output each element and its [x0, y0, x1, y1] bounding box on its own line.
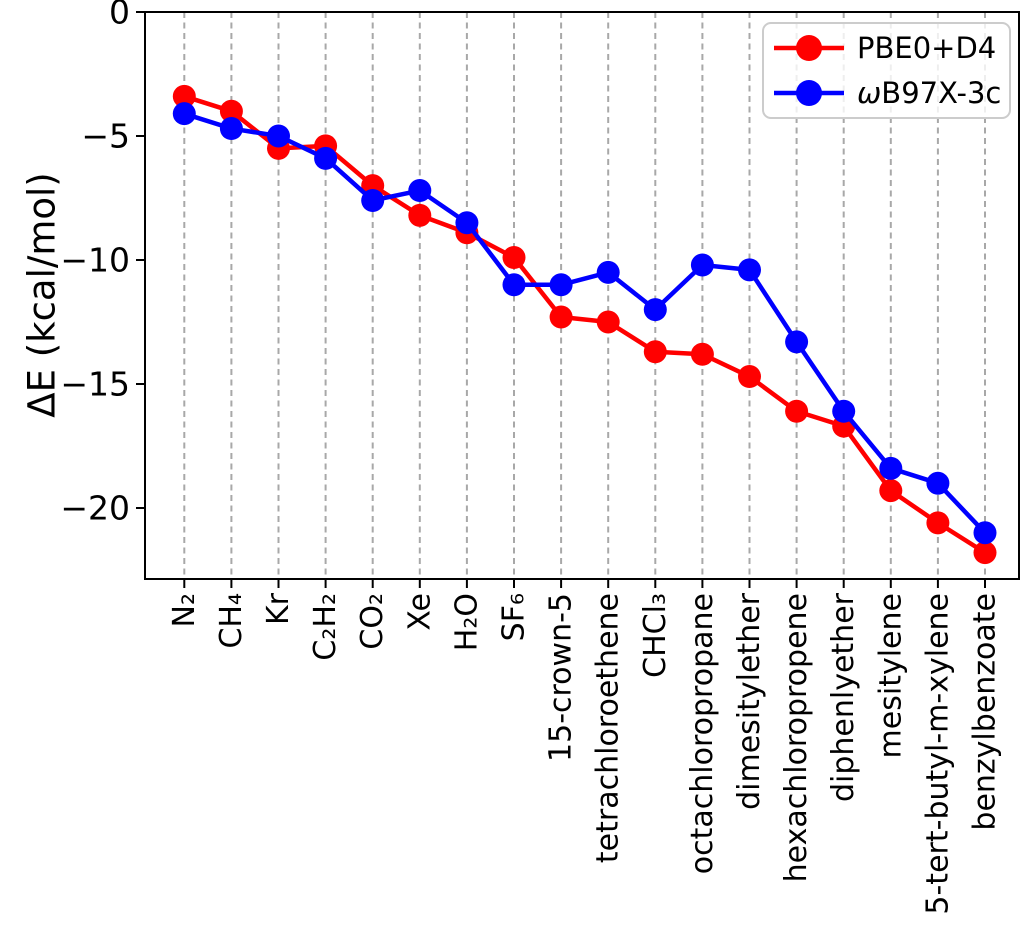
data-point	[172, 84, 196, 108]
y-tick-label: −10	[60, 241, 130, 280]
data-point	[879, 479, 903, 503]
legend: PBE0+D4 ωB97X-3c	[762, 22, 1011, 119]
data-point	[219, 99, 243, 123]
data-point	[785, 330, 809, 354]
legend-item-wb97x-3c: ωB97X-3c	[774, 76, 1001, 110]
legend-label: ωB97X-3c	[857, 76, 1001, 110]
data-point	[549, 273, 573, 297]
data-point	[690, 342, 714, 366]
data-point	[596, 310, 620, 334]
x-tick-label: diphenlyether	[826, 592, 861, 802]
data-point	[926, 471, 950, 495]
data-point	[832, 399, 856, 423]
data-point	[408, 203, 432, 227]
data-point	[643, 298, 667, 322]
x-tick-label: Xe	[402, 593, 437, 631]
x-tick-label: hexachloropropene	[779, 593, 814, 882]
x-axis: N₂ CH₄ Kr C₂H₂ CO₂ Xe H₂O SF₆ 15-crown-5 tetrachl…	[167, 579, 1003, 915]
series-wb97x-3c	[172, 102, 997, 545]
gridlines	[183, 12, 986, 579]
data-point	[926, 511, 950, 535]
data-point	[643, 340, 667, 364]
y-axis-title: ΔE (kcal/mol)	[21, 172, 64, 417]
data-point	[502, 246, 526, 270]
x-tick-label: CH₄	[214, 593, 249, 649]
data-point	[361, 188, 385, 212]
x-tick-label: Kr	[261, 592, 296, 625]
y-tick-label: −15	[60, 365, 130, 404]
x-tick-label: C₂H₂	[308, 593, 343, 661]
y-tick-label: −5	[81, 117, 130, 156]
x-tick-label: N₂	[167, 593, 202, 627]
legend-label: PBE0+D4	[857, 31, 996, 65]
data-point	[502, 273, 526, 297]
data-point	[172, 102, 196, 126]
x-tick-label: CO₂	[355, 593, 390, 650]
data-point	[879, 456, 903, 480]
y-tick-label: 0	[109, 0, 130, 32]
x-tick-label: SF₆	[497, 593, 532, 641]
x-tick-label: 15-crown-5	[544, 593, 579, 762]
legend-item-pbe0-d4: PBE0+D4	[774, 31, 996, 65]
data-point	[549, 305, 573, 329]
data-point	[455, 211, 479, 235]
x-tick-label: 5-tert-butyl-m-xylene	[920, 593, 955, 915]
x-tick-label: CHCl₃	[638, 593, 673, 678]
x-tick-label: H₂O	[449, 593, 484, 651]
x-tick-label: dimesitylether	[732, 592, 767, 810]
data-point	[738, 365, 761, 389]
x-tick-label: benzylbenzoate	[968, 593, 1003, 831]
data-point	[596, 260, 620, 284]
data-point	[690, 253, 714, 277]
data-point	[267, 124, 290, 148]
x-tick-label: mesitylene	[873, 593, 908, 758]
x-tick-label: tetrachloroethene	[591, 593, 626, 863]
plot-border	[144, 11, 1020, 580]
data-point	[219, 117, 243, 141]
data-point	[973, 521, 997, 545]
data-point	[314, 146, 338, 170]
data-point	[973, 541, 997, 565]
data-point	[408, 179, 432, 203]
x-tick-label: octachloropropane	[685, 593, 720, 874]
legend-marker-icon	[796, 80, 822, 106]
y-tick-label: −20	[60, 489, 130, 528]
y-axis: 0 −5 −10 −15 −20	[60, 0, 145, 528]
data-point	[785, 399, 809, 423]
data-point	[738, 258, 761, 282]
legend-marker-icon	[796, 35, 822, 61]
